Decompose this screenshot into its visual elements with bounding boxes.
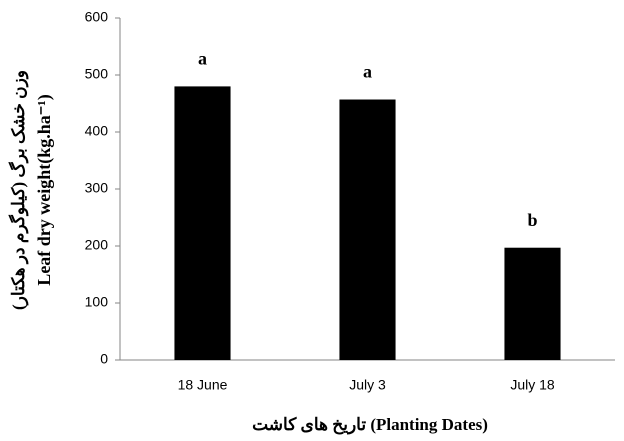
y-tick-label: 0 [100,351,108,367]
x-axis-label: تاریخ های کاشت (Planting Dates) [252,415,488,435]
x-tick-label: July 3 [349,377,386,393]
y-axis-label-fa: وزن خشک برگ (کیلوگرم در هکتار) [8,70,29,310]
bar [339,99,396,360]
significance-letter: a [363,62,372,82]
x-tick-label: July 18 [510,377,555,393]
y-tick-label: 500 [85,66,109,82]
y-axis-label: Leaf dry weight(kg.ha⁻¹) [34,94,55,285]
y-tick-label: 600 [85,9,109,25]
y-tick-label: 200 [85,237,109,253]
y-tick-label: 100 [85,294,109,310]
bar [504,247,561,360]
y-tick-label: 300 [85,180,109,196]
significance-letter: b [527,210,537,230]
bar [174,86,231,361]
significance-letter: a [198,49,207,69]
y-tick-label: 400 [85,123,109,139]
x-tick-label: 18 June [178,377,228,393]
